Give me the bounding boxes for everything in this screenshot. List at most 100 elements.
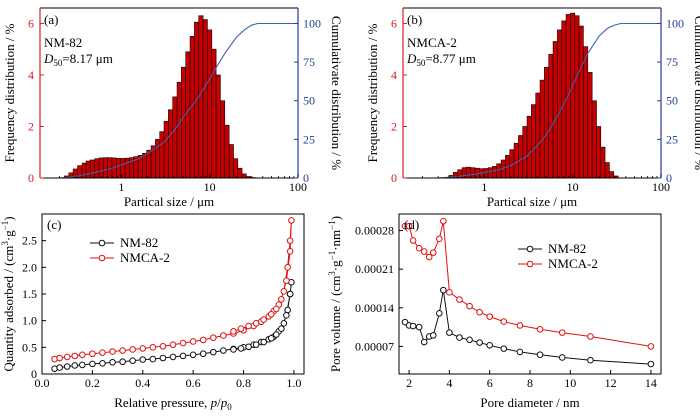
histogram-bar (224, 124, 230, 179)
data-point (500, 318, 508, 325)
data-point (446, 289, 453, 296)
panel-label: (b) (407, 12, 422, 27)
data-point (199, 336, 207, 344)
data-point (260, 338, 267, 346)
y-tick-label: 0 (31, 367, 37, 381)
histogram-bar (583, 46, 589, 179)
histogram-bar (241, 173, 247, 179)
data-point (149, 355, 157, 363)
right-y-tick-label: 0 (666, 171, 672, 185)
data-point (169, 353, 177, 361)
legend-marker (98, 254, 106, 262)
data-point (199, 350, 207, 358)
histogram-bar (539, 79, 545, 179)
data-point (159, 354, 167, 362)
y-title-text: ) (328, 216, 343, 220)
right-y-tick-label: 100 (666, 16, 684, 30)
data-point (440, 286, 447, 294)
histogram-bar (172, 96, 178, 179)
d50-annotation: D50=8.77 μm (406, 51, 476, 68)
data-point (230, 328, 237, 335)
x-tick-label: 100 (289, 180, 307, 194)
right-y-tick-label: 75 (303, 55, 315, 69)
histogram-bar (531, 104, 537, 179)
legend-label: NM-82 (548, 241, 586, 256)
x-tick-label: 100 (652, 180, 670, 194)
left-y-tick-label: 4 (391, 68, 397, 82)
x-tick-label: 1.0 (286, 376, 301, 390)
y-title-superscript: 3 (0, 241, 10, 246)
y-title-text: ·g (328, 260, 343, 271)
histogram-bar (202, 19, 208, 179)
x-axis-title: Partical size / μm (124, 194, 214, 209)
data-point (486, 313, 493, 320)
x-tick-label: 6 (487, 376, 493, 390)
data-point (500, 345, 508, 352)
right-y-tick-label: 50 (303, 94, 315, 108)
x-title-slash: / (217, 395, 221, 410)
data-point (516, 322, 524, 329)
data-point (466, 336, 473, 344)
left-y-tick-label: 4 (28, 68, 34, 82)
data-point (284, 264, 291, 271)
data-point (63, 363, 71, 370)
x-tick-label: 10 (564, 376, 576, 390)
data-point (71, 362, 79, 369)
data-point (429, 249, 437, 256)
data-point (245, 343, 252, 351)
x-axis-title: Pore diameter / nm (480, 395, 579, 410)
right-y-axis-title: Cumulativate distribution / % (329, 16, 344, 170)
legend-label: NMCA-2 (548, 256, 598, 271)
series-line-1 (54, 220, 292, 360)
data-point (278, 325, 285, 332)
plot-frame (41, 213, 305, 375)
data-point (587, 333, 594, 340)
x-tick-label: 4 (446, 376, 452, 390)
data-point (89, 360, 96, 368)
data-point (425, 253, 433, 261)
data-point (558, 354, 566, 361)
panel-label: (c) (47, 217, 61, 232)
sample-name-label: NMCA-2 (407, 35, 457, 50)
y-tick-label: 0.5 (22, 340, 37, 354)
y-title-text: Pore volume / (cm (328, 276, 343, 372)
histogram-bar (465, 166, 471, 179)
data-point (429, 332, 437, 339)
data-point (245, 322, 252, 330)
histogram-bar (587, 72, 593, 179)
x-title-p: p (220, 395, 228, 410)
x-tick-label: 8 (527, 376, 533, 390)
y-axis-title: Pore volume / (cm3·g−1·nm−1) (327, 216, 343, 372)
data-point (456, 296, 463, 303)
data-point (288, 217, 295, 224)
histogram-bar (591, 100, 597, 179)
y-tick-label: 2.5 (22, 234, 37, 248)
histogram-bar (102, 157, 108, 179)
data-point (89, 350, 96, 358)
data-point (278, 296, 285, 303)
d50-subscript: 50 (53, 58, 63, 68)
histogram-bar (233, 158, 239, 179)
left-y-tick-label: 0 (28, 171, 34, 185)
x-tick-label: 0.2 (85, 376, 100, 390)
data-point (220, 347, 227, 354)
data-point (159, 342, 167, 350)
y-title-text: ·g (1, 230, 16, 241)
histogram-bar (470, 167, 476, 179)
histogram-bar (163, 121, 169, 179)
data-point (252, 320, 260, 327)
histogram-bar (94, 158, 100, 179)
x-title-p: p (210, 395, 218, 410)
data-point (409, 237, 417, 244)
d50-value: =8.77 μm (425, 51, 475, 66)
left-y-tick-label: 6 (28, 16, 34, 30)
x-tick-label: 0.4 (135, 376, 150, 390)
histogram-bar (215, 74, 221, 179)
histogram-bar (513, 142, 519, 179)
x-tick-label: 10 (567, 180, 579, 194)
data-point (237, 325, 245, 332)
histogram-bar (574, 15, 580, 179)
data-point (267, 334, 275, 342)
